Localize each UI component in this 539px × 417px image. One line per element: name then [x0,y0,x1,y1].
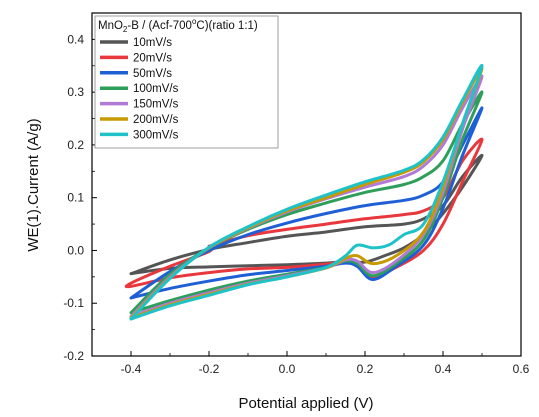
legend-label: 200mV/s [133,114,179,126]
y-axis-ticks: -0.2 -0.1 0.0 0.1 0.2 0.3 0.4 [63,12,97,363]
x-tick-label: -0.4 [121,362,142,376]
x-tick-label: 0.6 [513,362,530,376]
legend: MnO2-B / (Acf-700oC)(ratio 1:1) 10mV/s 20… [94,15,279,149]
y-tick-label: 0.1 [67,191,84,205]
legend-label: 150mV/s [133,99,179,111]
x-tick-label: 0.0 [279,362,296,376]
y-tick-label: 0.4 [67,32,84,46]
y-tick-label: 0.2 [67,138,84,152]
series-line-300mV/s [129,64,484,321]
series-line-10mV/s [129,153,484,276]
y-tick-label: -0.2 [63,349,84,363]
legend-label: 100mV/s [133,83,179,95]
series-curves [124,64,484,321]
x-tick-label: 0.4 [435,362,452,376]
legend-label: 20mV/s [133,52,172,64]
y-tick-label: 0.0 [67,243,84,257]
x-tick-label: 0.2 [357,362,374,376]
y-tick-label: 0.3 [67,85,84,99]
x-tick-label: -0.2 [199,362,220,376]
series-line-50mV/s [129,106,484,300]
series-line-100mV/s [129,90,484,315]
x-axis-title: Potential applied (V) [238,395,373,412]
legend-items: 10mV/s 20mV/s 50mV/s 100mV/s 150mV/s 200mV/s 3… [100,37,179,141]
legend-title: MnO2-B / (Acf-700oC)(ratio 1:1) [98,17,258,34]
x-axis-ticks: -0.4 -0.2 0.0 0.2 0.4 0.6 [91,351,530,376]
y-tick-label: -0.1 [63,296,84,310]
legend-label: 300mV/s [133,129,179,141]
legend-label: 10mV/s [133,37,172,49]
y-axis-title: WE(1).Current (A/g) [25,118,42,251]
legend-label: 50mV/s [133,68,172,80]
plot-frame [91,12,522,357]
legend-box [94,15,279,149]
